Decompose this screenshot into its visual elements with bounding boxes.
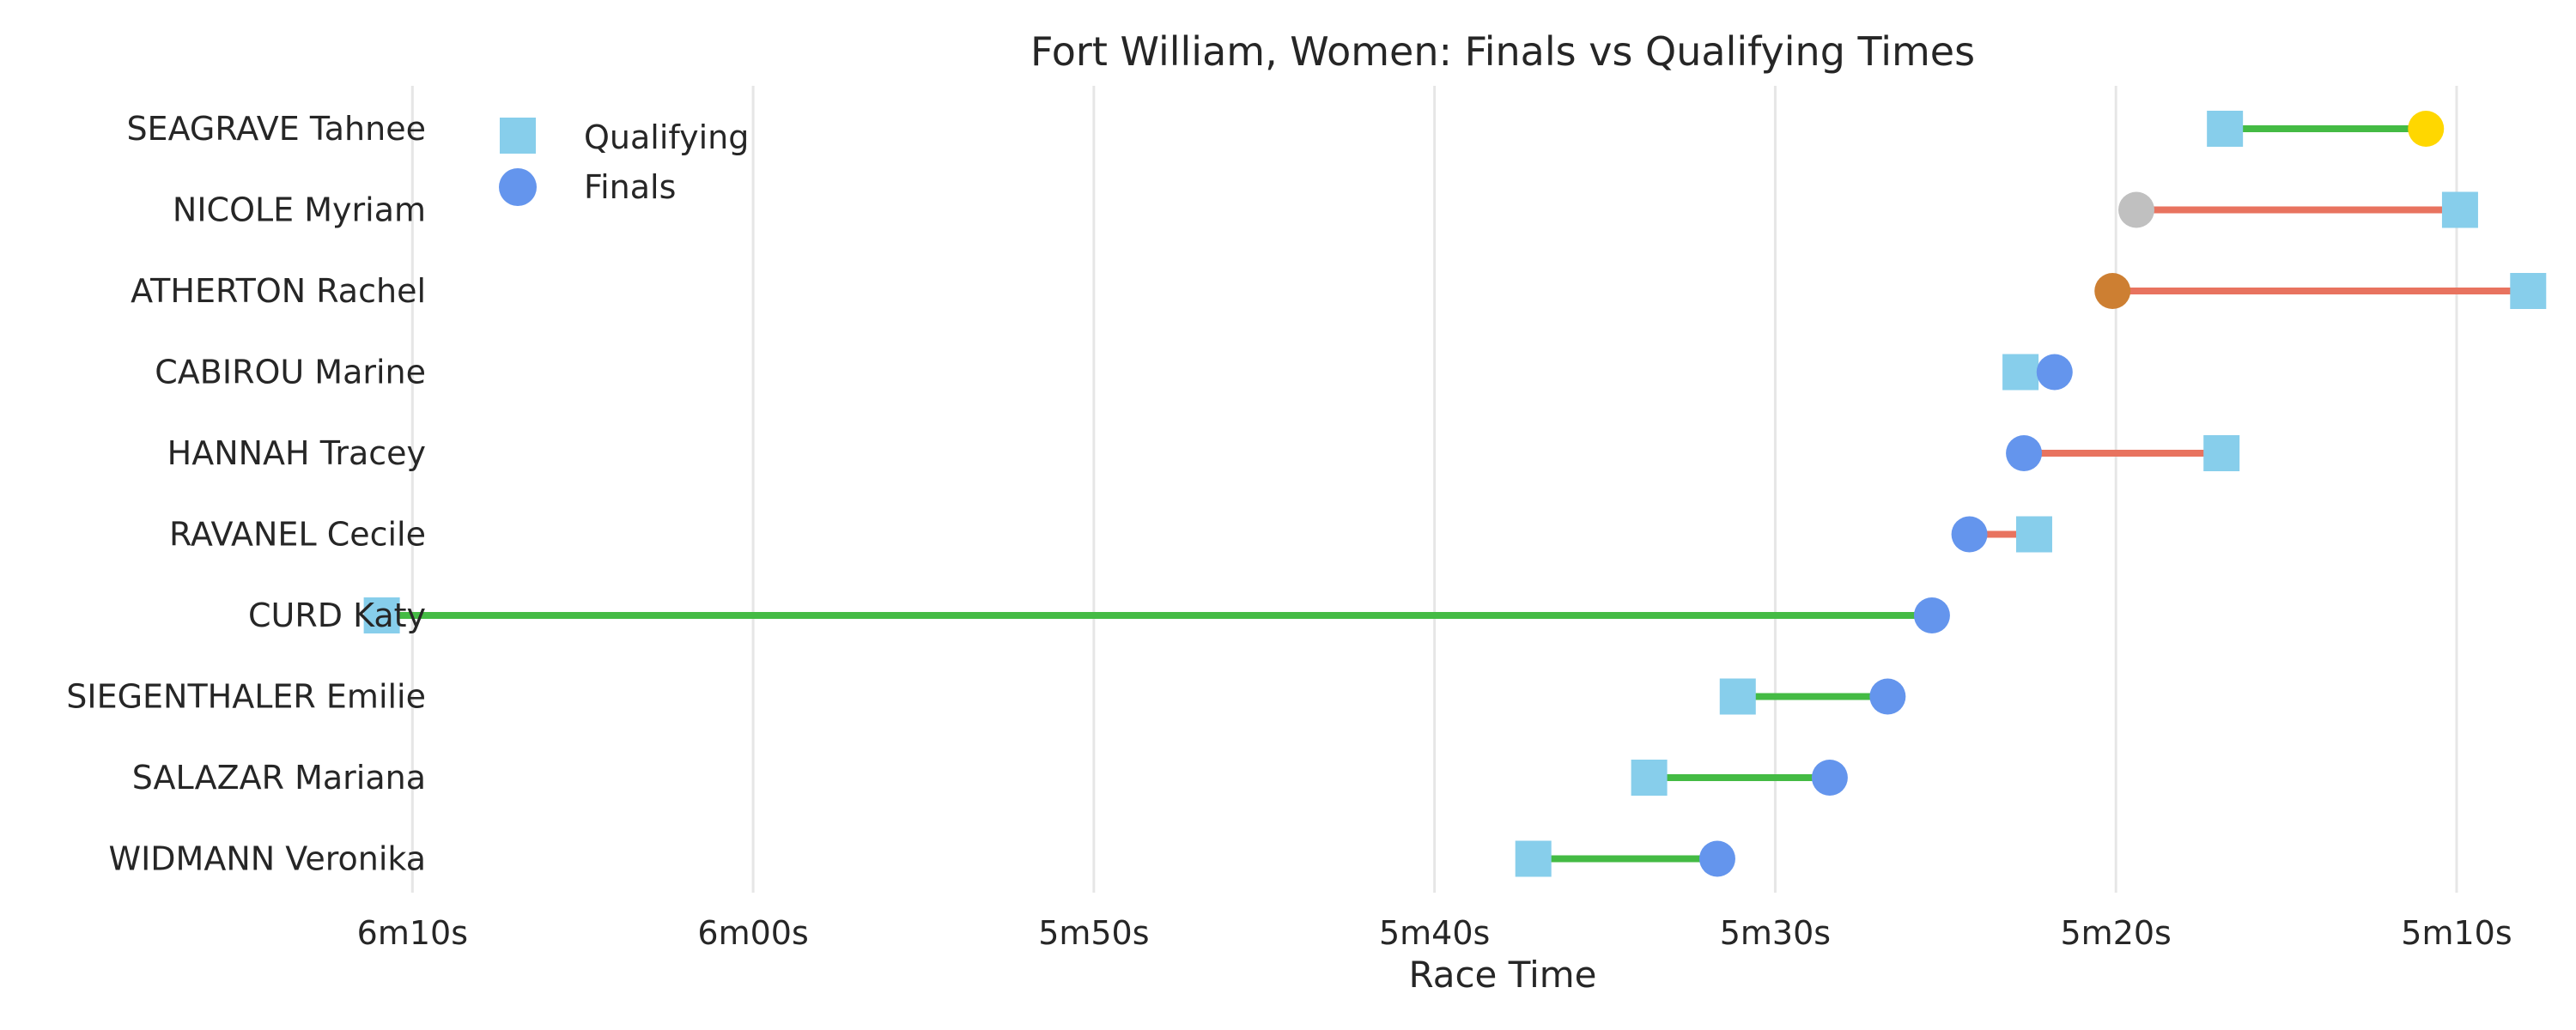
rider-labels: SEAGRAVE Tahnee NICOLE Myriam ATHERTON Rac… <box>66 110 426 878</box>
qualifying-marker-curd-katy <box>363 597 400 633</box>
x-tick-label: 5m40s <box>1379 914 1490 952</box>
x-tick-label: 5m20s <box>2061 914 2172 952</box>
finals-marker-seagrave-tahnee <box>2408 111 2445 147</box>
x-tick-label: 5m30s <box>1720 914 1831 952</box>
finals-marker-siegenthaler-emilie <box>1869 678 1906 715</box>
legend: Qualifying Finals <box>499 118 749 206</box>
finals-marker-cabirou-marine <box>2036 354 2073 391</box>
legend-qualifying-marker <box>500 118 536 154</box>
finals-marker-salazar-mariana <box>1811 760 1848 796</box>
x-tick-label: 6m00s <box>697 914 808 952</box>
rider-label-siegenthaler-emilie: SIEGENTHALER Emilie <box>66 678 426 716</box>
rider-label-widmann-veronika: WIDMANN Veronika <box>109 840 426 878</box>
finals-marker-hannah-tracey <box>2006 435 2043 471</box>
rider-label-curd-katy: CURD Katy <box>248 597 426 634</box>
qualifying-marker-salazar-mariana <box>1631 760 1668 796</box>
rider-label-seagrave-tahnee: SEAGRAVE Tahnee <box>126 110 426 148</box>
rider-label-hannah-tracey: HANNAH Tracey <box>167 434 426 472</box>
finals-marker-nicole-myriam <box>2118 191 2154 228</box>
finals-marker-widmann-veronika <box>1698 840 1735 877</box>
finals-marker-curd-katy <box>1913 597 1950 633</box>
finals-marker-ravanel-cecile <box>1951 516 1988 553</box>
rider-label-atherton-rachel: ATHERTON Rachel <box>131 272 426 310</box>
legend-finals-label: Finals <box>584 168 676 206</box>
rider-label-nicole-myriam: NICOLE Myriam <box>173 191 426 229</box>
rider-label-cabirou-marine: CABIROU Marine <box>155 354 426 391</box>
rider-label-salazar-mariana: SALAZAR Mariana <box>132 759 426 797</box>
qualifying-marker-ravanel-cecile <box>2015 516 2052 553</box>
qualifying-marker-hannah-tracey <box>2203 435 2240 471</box>
x-tick-label: 5m50s <box>1038 914 1149 952</box>
x-tick-label: 5m10s <box>2401 914 2512 952</box>
qualifying-marker-cabirou-marine <box>2002 354 2039 391</box>
qualifying-marker-widmann-veronika <box>1515 840 1552 877</box>
qualifying-marker-siegenthaler-emilie <box>1719 678 1756 715</box>
finals-marker-atherton-rachel <box>2094 273 2131 309</box>
legend-finals-marker <box>499 168 537 206</box>
qualifying-marker-atherton-rachel <box>2510 273 2547 309</box>
x-tick-label: 6m10s <box>357 914 468 952</box>
x-axis-label: Race Time <box>1408 954 1596 996</box>
qualifying-marker-nicole-myriam <box>2441 191 2478 228</box>
rider-label-ravanel-cecile: RAVANEL Cecile <box>169 516 426 554</box>
chart-title: Fort William, Women: Finals vs Qualifyin… <box>1030 28 1975 75</box>
data-markers <box>363 111 2547 877</box>
x-axis-ticks: 6m10s 6m00s 5m50s 5m40s 5m30s 5m20s 5m10s <box>357 914 2512 952</box>
legend-qualifying-label: Qualifying <box>584 118 749 156</box>
qualifying-marker-seagrave-tahnee <box>2207 111 2244 147</box>
connector-lines <box>381 125 2529 863</box>
